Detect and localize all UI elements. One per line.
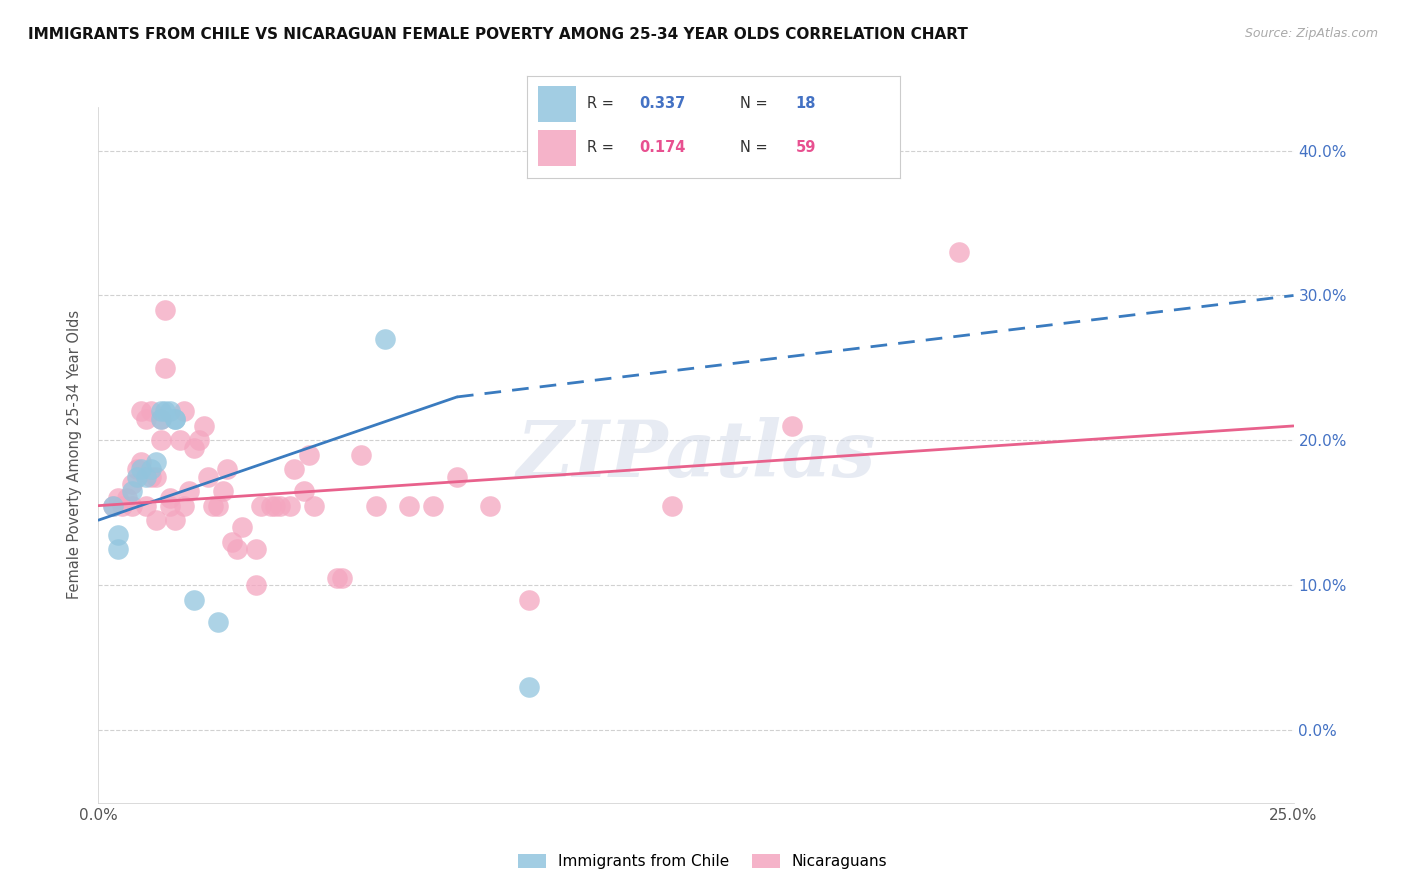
Bar (538, 87, 575, 122)
Point (173, 499, 195, 513)
Point (226, 542, 249, 557)
Point (101, 499, 124, 513)
Text: N =: N = (740, 140, 772, 155)
Legend: Immigrants from Chile, Nicaraguans: Immigrants from Chile, Nicaraguans (512, 847, 894, 875)
Point (179, 484, 201, 499)
Point (250, 499, 273, 513)
Point (264, 499, 287, 513)
Text: IMMIGRANTS FROM CHILE VS NICARAGUAN FEMALE POVERTY AMONG 25-34 YEAR OLDS CORRELA: IMMIGRANTS FROM CHILE VS NICARAGUAN FEMA… (28, 27, 967, 42)
Point (155, 303, 177, 318)
Text: R =: R = (586, 140, 619, 155)
Bar (538, 130, 575, 166)
Point (292, 484, 315, 499)
Point (149, 404, 172, 418)
Point (398, 499, 420, 513)
Point (145, 513, 167, 527)
Point (139, 469, 162, 483)
Point (155, 404, 177, 418)
Point (173, 404, 195, 418)
Point (149, 411, 172, 425)
Point (259, 499, 281, 513)
Text: 0.174: 0.174 (640, 140, 685, 155)
Point (131, 462, 153, 476)
Text: Source: ZipAtlas.com: Source: ZipAtlas.com (1244, 27, 1378, 40)
Point (163, 411, 186, 425)
Point (135, 411, 157, 425)
Point (131, 404, 153, 418)
Point (163, 513, 186, 527)
Point (330, 571, 353, 585)
Point (121, 476, 143, 491)
Point (101, 499, 124, 513)
Point (422, 499, 444, 513)
Point (111, 499, 134, 513)
Text: 59: 59 (796, 140, 815, 155)
Point (183, 441, 205, 455)
Point (479, 499, 502, 513)
Point (159, 404, 181, 418)
Point (163, 411, 186, 425)
Point (221, 534, 243, 549)
Point (193, 419, 215, 434)
Point (145, 455, 167, 469)
Point (269, 499, 291, 513)
Point (374, 332, 396, 346)
Point (107, 527, 129, 541)
Point (135, 499, 157, 513)
Point (107, 491, 129, 506)
Point (125, 469, 148, 483)
Point (121, 499, 143, 513)
Point (183, 592, 205, 607)
Point (202, 499, 225, 513)
Point (326, 571, 349, 585)
Point (121, 484, 143, 499)
Point (283, 462, 305, 476)
Point (169, 434, 191, 448)
Point (350, 448, 373, 462)
Point (517, 592, 540, 607)
Point (139, 404, 162, 418)
Point (115, 491, 138, 506)
Point (661, 499, 683, 513)
Point (207, 499, 229, 513)
Text: 0.337: 0.337 (640, 96, 685, 111)
Text: ZIPatlas: ZIPatlas (516, 417, 876, 493)
Point (145, 469, 167, 483)
Point (131, 455, 153, 469)
Text: N =: N = (740, 96, 772, 111)
Point (159, 499, 181, 513)
Point (446, 469, 468, 483)
Point (125, 462, 148, 476)
Point (155, 361, 177, 376)
Point (364, 499, 387, 513)
Point (298, 448, 321, 462)
Point (107, 542, 129, 557)
Point (135, 469, 157, 483)
Point (217, 462, 239, 476)
Point (245, 578, 267, 592)
Point (278, 499, 301, 513)
Y-axis label: Female Poverty Among 25-34 Year Olds: Female Poverty Among 25-34 Year Olds (67, 310, 83, 599)
Point (948, 244, 970, 259)
Point (517, 680, 540, 694)
Point (159, 491, 181, 506)
Point (211, 484, 233, 499)
Point (302, 499, 325, 513)
Point (149, 411, 172, 425)
Point (245, 542, 267, 557)
Point (187, 434, 209, 448)
Point (231, 520, 253, 534)
Text: 18: 18 (796, 96, 815, 111)
Point (780, 419, 803, 434)
Point (197, 469, 219, 483)
Text: R =: R = (586, 96, 619, 111)
Point (207, 615, 229, 629)
Point (139, 462, 162, 476)
Point (149, 434, 172, 448)
